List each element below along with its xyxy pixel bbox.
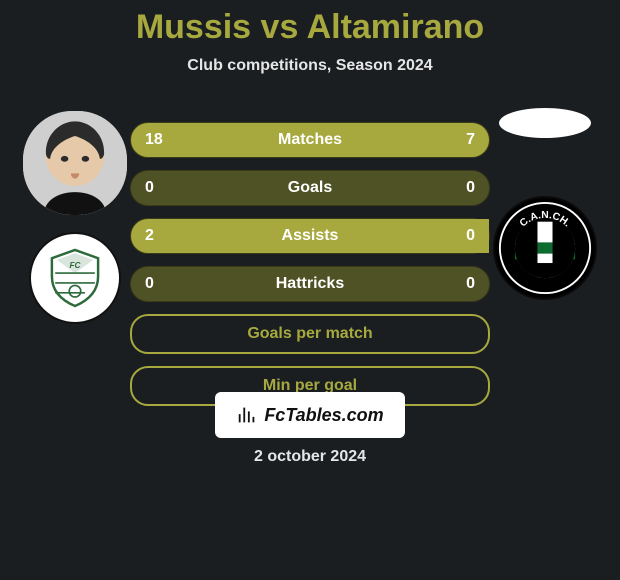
stat-bar: 0Hattricks0 (130, 266, 490, 302)
stat-label: Goals (131, 179, 489, 197)
stat-label: Assists (131, 227, 489, 245)
page-subtitle: Club competitions, Season 2024 (187, 57, 432, 75)
title-player1: Mussis (136, 8, 251, 46)
content-row: FC 18Matches70Goals02Assists00Hattricks0… (0, 100, 620, 406)
fctables-badge[interactable]: FcTables.com (215, 392, 405, 438)
shield-icon: FC (42, 245, 108, 311)
ring-crest-icon: C.A.N.CH. (498, 201, 592, 295)
face-icon (23, 111, 127, 215)
chart-icon (236, 404, 258, 426)
stat-label: Matches (131, 131, 489, 149)
title-player2: Altamirano (307, 8, 485, 46)
stat-value-right: 0 (466, 179, 475, 197)
left-side: FC (20, 100, 130, 406)
stat-value-right: 7 (466, 131, 475, 149)
card: Mussis vs Altamirano Club competitions, … (0, 0, 620, 580)
player1-club-crest: FC (29, 232, 121, 324)
stat-bar-outline: Goals per match (130, 314, 490, 354)
stat-bar: 0Goals0 (130, 170, 490, 206)
player2-club-crest: C.A.N.CH. (493, 196, 597, 300)
player2-avatar-placeholder (499, 108, 591, 138)
stat-value-right: 0 (466, 275, 475, 293)
fctables-label: FcTables.com (264, 405, 383, 426)
date-label: 2 october 2024 (254, 448, 366, 466)
stat-outline-label: Goals per match (247, 325, 372, 343)
stat-value-right: 0 (466, 227, 475, 245)
stat-bar: 18Matches7 (130, 122, 490, 158)
svg-text:FC: FC (70, 261, 82, 270)
stat-label: Hattricks (131, 275, 489, 293)
stats-column: 18Matches70Goals02Assists00Hattricks0Goa… (130, 100, 490, 406)
title-vs: vs (261, 8, 299, 46)
page-title: Mussis vs Altamirano (136, 8, 484, 47)
footer: FcTables.com 2 october 2024 (0, 392, 620, 466)
player1-avatar (20, 108, 130, 218)
stat-bar: 2Assists0 (130, 218, 490, 254)
right-side: C.A.N.CH. (490, 100, 600, 406)
